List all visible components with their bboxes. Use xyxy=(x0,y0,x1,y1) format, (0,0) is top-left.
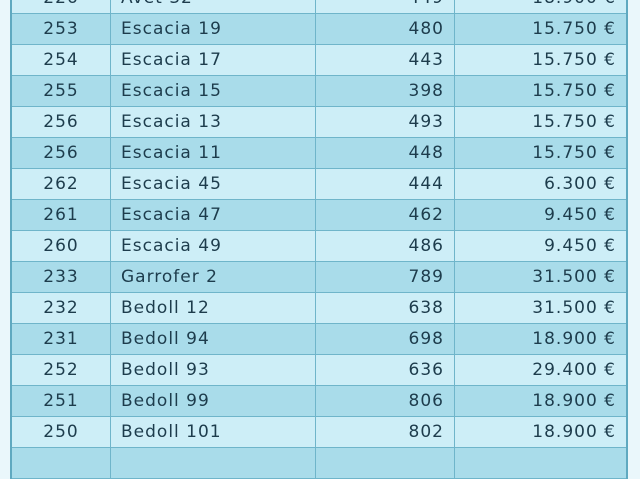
row-price: 18.900 € xyxy=(454,323,628,355)
row-price: 18.900 € xyxy=(454,385,628,417)
row-id: 254 xyxy=(10,44,111,76)
row-price: 18.900 € xyxy=(454,0,628,14)
table-row: 251 Bedoll 99 806 18.900 € xyxy=(10,385,628,417)
row-area: 462 xyxy=(315,199,455,231)
table-row: 256 Escacia 11 448 15.750 € xyxy=(10,137,628,169)
row-id: 232 xyxy=(10,292,111,324)
row-id: 252 xyxy=(10,354,111,386)
row-id: 255 xyxy=(10,75,111,107)
table-row: 231 Bedoll 94 698 18.900 € xyxy=(10,323,628,355)
row-price: 9.450 € xyxy=(454,199,628,231)
row-area: 398 xyxy=(315,75,455,107)
table-row: 232 Bedoll 12 638 31.500 € xyxy=(10,292,628,324)
row-area: 448 xyxy=(315,137,455,169)
row-name: Escacia 15 xyxy=(110,75,316,107)
row-area: 806 xyxy=(315,385,455,417)
row-id: 261 xyxy=(10,199,111,231)
row-id: 253 xyxy=(10,13,111,45)
table-row: 256 Escacia 13 493 15.750 € xyxy=(10,106,628,138)
table-row xyxy=(10,447,628,479)
row-area: 789 xyxy=(315,261,455,293)
row-price: 15.750 € xyxy=(454,13,628,45)
row-id: 256 xyxy=(10,106,111,138)
row-name xyxy=(110,447,316,479)
table-row: 262 Escacia 45 444 6.300 € xyxy=(10,168,628,200)
row-id: 251 xyxy=(10,385,111,417)
row-id: 256 xyxy=(10,137,111,169)
row-name: Bedoll 101 xyxy=(110,416,316,448)
row-area: 443 xyxy=(315,44,455,76)
row-price: 15.750 € xyxy=(454,137,628,169)
row-id xyxy=(10,447,111,479)
row-area: 493 xyxy=(315,106,455,138)
row-price: 29.400 € xyxy=(454,354,628,386)
row-id: 231 xyxy=(10,323,111,355)
row-name: Bedoll 99 xyxy=(110,385,316,417)
table-row: 233 Garrofer 2 789 31.500 € xyxy=(10,261,628,293)
row-name: Avet 32 xyxy=(110,0,316,14)
row-area xyxy=(315,447,455,479)
row-price: 15.750 € xyxy=(454,106,628,138)
row-name: Garrofer 2 xyxy=(110,261,316,293)
row-name: Escacia 49 xyxy=(110,230,316,262)
table-row: 260 Escacia 49 486 9.450 € xyxy=(10,230,628,262)
table-row: 226Avet 3244918.900 € xyxy=(10,0,628,14)
table-row: 253 Escacia 19 480 15.750 € xyxy=(10,13,628,45)
table-row: 261 Escacia 47 462 9.450 € xyxy=(10,199,628,231)
row-name: Bedoll 93 xyxy=(110,354,316,386)
row-area: 698 xyxy=(315,323,455,355)
row-name: Escacia 11 xyxy=(110,137,316,169)
row-area: 480 xyxy=(315,13,455,45)
table-row: 255 Escacia 15 398 15.750 € xyxy=(10,75,628,107)
table-row: 252 Bedoll 93 636 29.400 € xyxy=(10,354,628,386)
row-price: 31.500 € xyxy=(454,261,628,293)
row-name: Bedoll 94 xyxy=(110,323,316,355)
table-row: 254 Escacia 17 443 15.750 € xyxy=(10,44,628,76)
row-name: Escacia 47 xyxy=(110,199,316,231)
row-price: 9.450 € xyxy=(454,230,628,262)
row-area: 636 xyxy=(315,354,455,386)
row-area: 638 xyxy=(315,292,455,324)
row-price: 18.900 € xyxy=(454,416,628,448)
row-name: Escacia 13 xyxy=(110,106,316,138)
row-area: 802 xyxy=(315,416,455,448)
row-name: Escacia 17 xyxy=(110,44,316,76)
row-area: 449 xyxy=(315,0,455,14)
row-price: 15.750 € xyxy=(454,75,628,107)
row-name: Bedoll 12 xyxy=(110,292,316,324)
row-id: 250 xyxy=(10,416,111,448)
row-name: Escacia 45 xyxy=(110,168,316,200)
row-price: 31.500 € xyxy=(454,292,628,324)
row-id: 262 xyxy=(10,168,111,200)
row-area: 486 xyxy=(315,230,455,262)
row-price xyxy=(454,447,628,479)
row-price: 6.300 € xyxy=(454,168,628,200)
row-area: 444 xyxy=(315,168,455,200)
table-row: 250 Bedoll 101 802 18.900 € xyxy=(10,416,628,448)
row-id: 226 xyxy=(10,0,111,14)
row-name: Escacia 19 xyxy=(110,13,316,45)
row-price: 15.750 € xyxy=(454,44,628,76)
row-id: 260 xyxy=(10,230,111,262)
row-id: 233 xyxy=(10,261,111,293)
